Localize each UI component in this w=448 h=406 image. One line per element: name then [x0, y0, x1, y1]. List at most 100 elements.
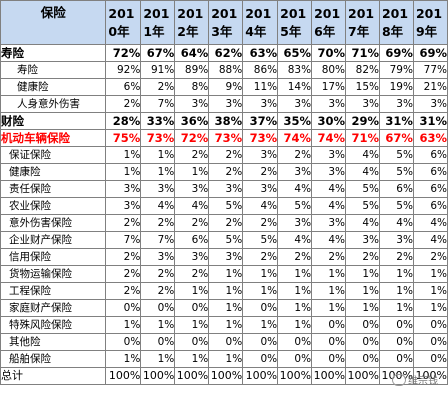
table-cell: 0%: [412, 333, 448, 351]
table-row: 健康险 6% 2% 8% 9% 11% 14% 17% 15% 19% 21%: [0, 78, 448, 96]
table-cell: 3%: [174, 248, 210, 266]
table-cell: 100%: [174, 367, 210, 385]
table-cell: 71%: [345, 44, 380, 62]
table-cell: 0%: [378, 350, 414, 368]
year-header: 201 4年: [242, 0, 279, 45]
row-label: 其他险: [0, 333, 107, 351]
year-header-top: 201: [143, 5, 170, 21]
row-label: 人身意外伤害: [0, 95, 107, 113]
table-cell: 100%: [208, 367, 244, 385]
row-label: 保证保险: [0, 146, 107, 164]
table-cell: 3%: [378, 95, 414, 113]
table-cell: 2%: [412, 248, 448, 266]
table-cell: 100%: [277, 367, 313, 385]
table-cell: 2%: [208, 146, 244, 164]
table-cell: 3%: [311, 146, 347, 164]
year-header-bottom: 4年: [245, 23, 267, 39]
table-cell: 1%: [208, 282, 244, 300]
table-cell: 2%: [174, 265, 210, 283]
table-row: 其他险 0% 0% 0% 0% 0% 0% 0% 0% 0% 0%: [0, 333, 448, 351]
table-cell: 75%: [105, 129, 142, 147]
year-header: 201 2年: [174, 0, 210, 45]
table-cell: 74%: [277, 129, 313, 147]
table-cell: 4%: [311, 231, 347, 249]
table-cell: 2%: [140, 265, 176, 283]
year-header-top: 201: [381, 5, 409, 21]
year-header-bottom: 0年: [108, 23, 130, 39]
table-cell: 1%: [378, 265, 414, 283]
table-cell: 63%: [412, 129, 448, 147]
table-cell: 3%: [140, 180, 176, 198]
table-cell: 72%: [105, 44, 142, 62]
table-cell: 7%: [140, 231, 176, 249]
table-cell: 4%: [311, 180, 347, 198]
year-header-bottom: 7年: [348, 23, 370, 39]
table-cell: 0%: [311, 350, 347, 368]
table-cell: 1%: [174, 316, 210, 334]
table-cell: 1%: [412, 282, 448, 300]
table-cell: 15%: [345, 78, 380, 96]
table-cell: 4%: [345, 146, 380, 164]
table-cell: 2%: [105, 282, 142, 300]
table-row: 信用保险 2% 3% 3% 3% 2% 2% 2% 2% 2% 2%: [0, 248, 448, 266]
year-header: 201 8年: [378, 0, 414, 45]
table-cell: 4%: [311, 197, 347, 215]
table-cell: 100%: [140, 367, 176, 385]
table-cell: 6%: [105, 78, 142, 96]
table-cell: 91%: [140, 61, 176, 79]
table-cell: 62%: [208, 44, 244, 62]
table-cell: 5%: [378, 146, 414, 164]
table-cell: 0%: [311, 333, 347, 351]
table-cell: 2%: [311, 248, 347, 266]
year-header-top: 201: [348, 5, 375, 21]
year-header-top: 201: [245, 5, 272, 21]
table-cell: 88%: [208, 61, 244, 79]
table-cell: 100%: [105, 367, 142, 385]
table-cell: 29%: [345, 112, 380, 130]
year-header: 201 0年: [105, 0, 142, 45]
year-header: 201 3年: [208, 0, 244, 45]
table-cell: 1%: [345, 299, 380, 317]
year-header-bottom: 6年: [314, 23, 336, 39]
row-label: 信用保险: [0, 248, 107, 266]
table-cell: 3%: [378, 231, 414, 249]
table-cell: 2%: [105, 248, 142, 266]
year-header-bottom: 9年: [415, 23, 438, 39]
table-cell: 2%: [208, 163, 244, 181]
table-cell: 1%: [105, 316, 142, 334]
table-cell: 2%: [242, 163, 279, 181]
table-row: 企业财产保险 7% 7% 6% 5% 5% 4% 4% 3% 3% 4%: [0, 231, 448, 249]
table-cell: 70%: [311, 44, 347, 62]
table-row: 健康险 1% 1% 1% 2% 2% 3% 3% 4% 5% 6%: [0, 163, 448, 181]
table-cell: 0%: [174, 299, 210, 317]
row-label: 寿险: [0, 44, 107, 62]
table-cell: 1%: [277, 265, 313, 283]
table-cell: 1%: [174, 163, 210, 181]
year-header-top: 201: [314, 5, 341, 21]
table-cell: 3%: [277, 214, 313, 232]
row-label: 寿险: [0, 61, 107, 79]
table-cell: 1%: [242, 265, 279, 283]
table-cell: 63%: [242, 44, 279, 62]
table-cell: 3%: [345, 95, 380, 113]
row-label: 家庭财产保险: [0, 299, 107, 317]
wechat-icon: [392, 373, 406, 386]
table-cell: 2%: [105, 95, 142, 113]
table-cell: 3%: [311, 163, 347, 181]
year-header: 201 6年: [311, 0, 347, 45]
table-cell: 2%: [242, 248, 279, 266]
row-label: 工程保险: [0, 282, 107, 300]
insurance-share-table: 保险 201 0年 201 1年 201 2年 201 3年 201 4年 201 5年 201 6年 20…: [0, 0, 448, 385]
table-cell: 3%: [277, 163, 313, 181]
table-cell: 3%: [345, 231, 380, 249]
table-cell: 0%: [311, 316, 347, 334]
table-cell: 5%: [378, 163, 414, 181]
table-cell: 1%: [174, 350, 210, 368]
table-cell: 6%: [412, 163, 448, 181]
table-cell: 0%: [378, 333, 414, 351]
table-cell: 6%: [412, 197, 448, 215]
table-cell: 19%: [378, 78, 414, 96]
year-header-top: 201: [108, 5, 135, 21]
table-cell: 79%: [378, 61, 414, 79]
table-cell: 2%: [140, 282, 176, 300]
